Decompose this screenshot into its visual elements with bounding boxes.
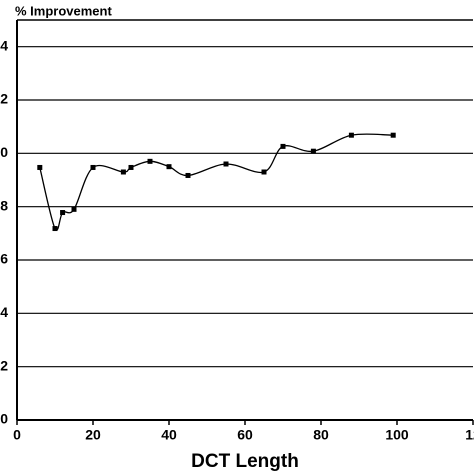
x-tick-label: 60: [237, 427, 253, 443]
y-tick-label: 2: [0, 91, 8, 107]
y-tick-label: 2: [0, 357, 8, 373]
chart-title: % Improvement: [15, 3, 112, 18]
y-tick-label: 4: [0, 304, 8, 320]
x-tick-label: 20: [85, 427, 101, 443]
point: [280, 143, 286, 149]
point: [120, 169, 126, 175]
point: [166, 164, 172, 170]
x-tick-label: 0: [13, 427, 21, 443]
y-tick-label: 0: [0, 144, 8, 160]
x-tick-label: 40: [161, 427, 177, 443]
y-tick-label: 4: [0, 37, 8, 53]
point: [128, 164, 134, 170]
x-tick-label: 100: [385, 427, 409, 443]
fit-curve: [39, 133, 394, 231]
point: [90, 164, 96, 170]
point: [310, 148, 316, 154]
point: [71, 206, 77, 212]
x-tick-label: 12: [465, 427, 474, 443]
point: [52, 226, 58, 232]
point: [60, 210, 66, 216]
y-tick-label: 0: [0, 411, 8, 427]
point: [348, 132, 354, 138]
point: [37, 164, 43, 170]
y-tick-label: 8: [0, 197, 8, 213]
point: [390, 132, 396, 138]
point: [223, 161, 229, 167]
point: [185, 172, 191, 178]
point: [147, 158, 153, 164]
x-tick-label: 80: [313, 427, 329, 443]
x-axis-label: DCT Length: [191, 451, 299, 472]
point: [261, 169, 267, 175]
y-tick-label: 6: [0, 251, 8, 267]
